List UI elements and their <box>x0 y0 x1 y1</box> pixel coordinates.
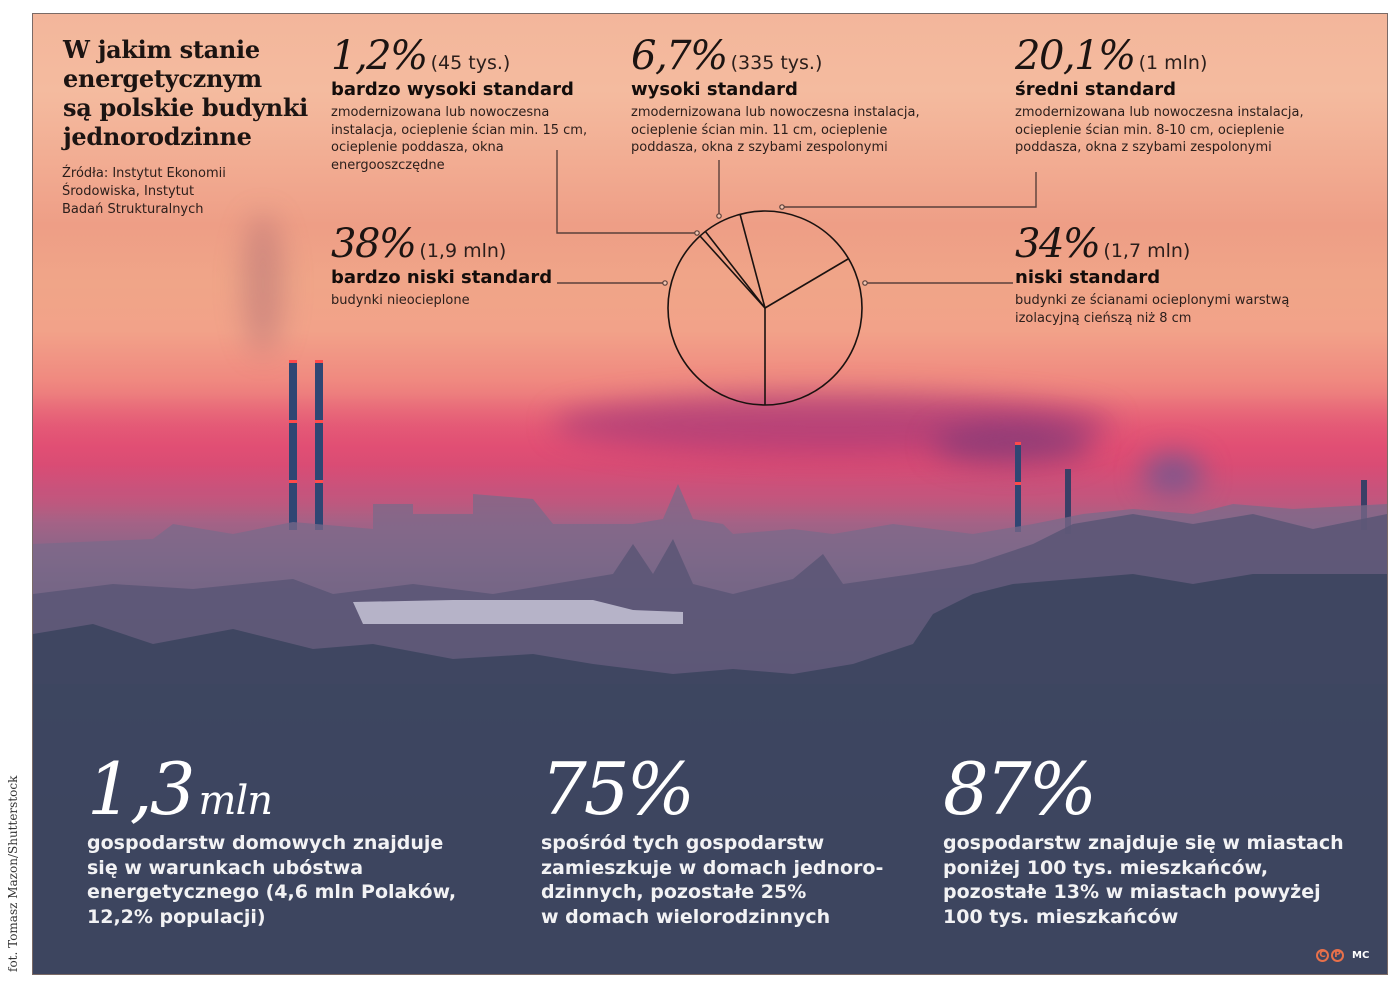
category-percent: 1,2% <box>331 33 428 79</box>
infographic-frame: W jakim stanie energetycznym są polskie … <box>32 13 1388 975</box>
category-name: wysoki standard <box>631 79 798 100</box>
leader-dot <box>716 213 722 219</box>
photo-credit: fot. Tomasz Mazon/Shutterstock <box>6 775 20 972</box>
leader-dot <box>779 204 785 210</box>
category-sredni: 20,1% (1 mln) średni standard zmodernizow… <box>1015 34 1304 157</box>
chimney <box>289 360 297 530</box>
stat-households: 1,3 mln gospodarstw domowych znajduje się… <box>87 751 456 929</box>
chimney <box>1361 480 1367 530</box>
leader-dot <box>662 280 668 286</box>
chimney <box>1015 442 1021 532</box>
category-description: zmodernizowana lub nowoczesna instalacja… <box>631 105 920 155</box>
stat-unit: mln <box>198 778 273 824</box>
pie-divider <box>739 213 766 309</box>
category-description: zmodernizowana lub nowoczesna instalacja… <box>1015 105 1304 155</box>
leader-dot <box>694 230 700 236</box>
category-description: budynki ze ścianami ocieplonymi warstwą … <box>1015 293 1290 326</box>
leader-line-bardzo-wysoki <box>556 150 697 234</box>
stat-value: 1,3 <box>87 747 196 831</box>
category-count: (335 tys.) <box>730 52 823 74</box>
category-percent: 38% <box>331 221 417 267</box>
category-niski: 34% (1,7 mln) niski standard budynki ze ś… <box>1015 222 1289 327</box>
category-name: niski standard <box>1015 267 1161 288</box>
category-count: (1,7 mln) <box>1103 240 1191 262</box>
category-bardzo-wysoki: 1,2% (45 tys.) bardzo wysoki standard zmo… <box>331 34 587 174</box>
copyright-logo: C P MC <box>1316 949 1369 962</box>
sources-note: Źródła: Instytut Ekonomii Środowiska, In… <box>62 166 226 217</box>
category-percent: 6,7% <box>631 33 728 79</box>
smoke-plume <box>933 424 1093 464</box>
category-percent: 34% <box>1015 221 1101 267</box>
forest-silhouette <box>33 574 1387 974</box>
smoke-plume <box>243 214 283 354</box>
category-name: bardzo niski standard <box>331 267 553 288</box>
stat-value: 87% <box>943 747 1097 831</box>
author-initials: MC <box>1352 950 1370 961</box>
category-description: budynki nieocieplone <box>331 293 470 308</box>
copyright-icon: C <box>1316 949 1329 962</box>
category-bardzo-niski: 38% (1,9 mln) bardzo niski standard budyn… <box>331 222 552 310</box>
pie-chart <box>556 150 1037 406</box>
page-title: W jakim stanie energetycznym są polskie … <box>63 35 308 151</box>
phonogram-icon: P <box>1331 949 1344 962</box>
stat-description: gospodarstw domowych znajduje się w waru… <box>87 832 457 928</box>
leader-line-sredni <box>782 172 1037 208</box>
category-name: średni standard <box>1015 79 1177 100</box>
pie-divider <box>704 230 766 309</box>
smoke-plume <box>1143 454 1203 494</box>
category-count: (1,9 mln) <box>419 240 507 262</box>
chimney <box>1065 469 1071 534</box>
chimney <box>315 360 323 530</box>
stat-description: spośród tych gospodarstw zamieszkuje w d… <box>541 832 884 928</box>
category-wysoki: 6,7% (335 tys.) wysoki standard zmoderniz… <box>631 34 920 157</box>
leader-dot <box>862 280 868 286</box>
stat-description: gospodarstw znajduje się w miastach poni… <box>943 832 1344 928</box>
pie-divider <box>764 258 849 309</box>
category-percent: 20,1% <box>1015 33 1136 79</box>
stat-single-family: 75% spośród tych gospodarstw zamieszkuje… <box>541 751 883 929</box>
category-count: (45 tys.) <box>430 52 511 74</box>
category-count: (1 mln) <box>1138 52 1208 74</box>
category-name: bardzo wysoki standard <box>331 79 574 100</box>
stat-value: 75% <box>541 747 695 831</box>
category-description: zmodernizowana lub nowoczesna instalacja… <box>331 105 588 173</box>
stat-small-towns: 87% gospodarstw znajduje się w miastach … <box>943 751 1344 929</box>
pie-divider <box>699 235 766 309</box>
